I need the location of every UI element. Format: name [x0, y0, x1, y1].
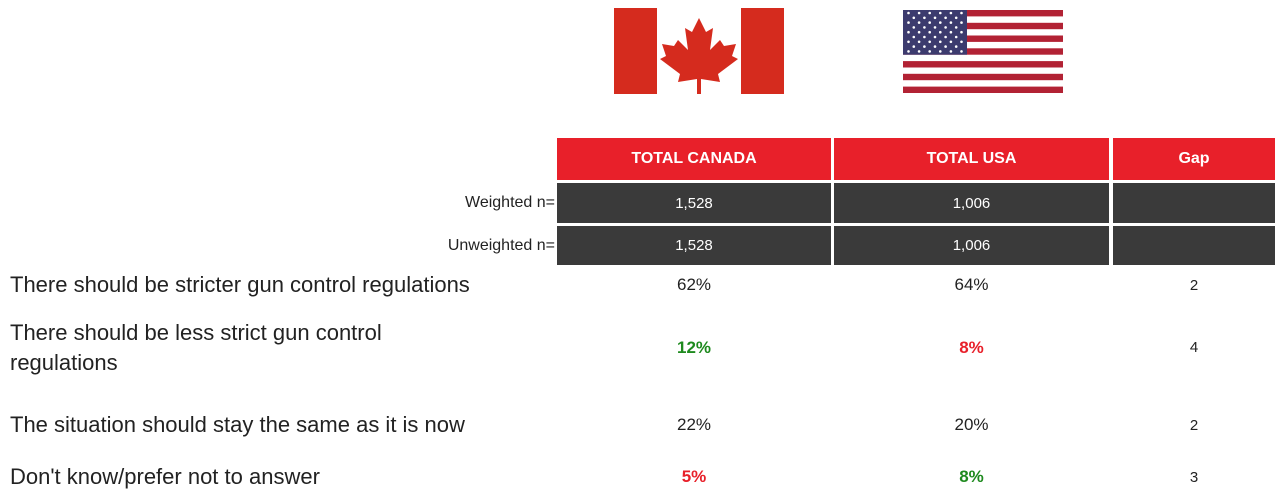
- column-header: TOTAL CANADA: [557, 138, 831, 180]
- base-value: 1,528: [557, 226, 831, 265]
- gap-value: 2: [1189, 416, 1199, 434]
- canada-flag: [614, 8, 784, 94]
- base-value: 1,528: [557, 183, 831, 223]
- base-value: [1113, 183, 1275, 223]
- gap-value: 2: [1189, 276, 1199, 294]
- cell-value: 12%: [676, 337, 712, 357]
- cell-value: 8%: [959, 337, 984, 357]
- cell-value: 20%: [954, 415, 989, 434]
- column-header: TOTAL USA: [834, 138, 1109, 180]
- gap-value: 3: [1189, 468, 1199, 486]
- base-value: [1113, 226, 1275, 265]
- base-label: Unweighted n=: [447, 236, 555, 254]
- base-label: Weighted n=: [465, 194, 555, 211]
- cell-value: 8%: [959, 467, 984, 486]
- column-header: Gap: [1113, 138, 1275, 180]
- row-label: There should be less strict gun control …: [10, 319, 382, 375]
- cell-value: 62%: [676, 275, 712, 294]
- cell-value: 5%: [681, 467, 707, 486]
- base-value: 1,006: [834, 183, 1109, 223]
- cell-value: 22%: [676, 415, 712, 434]
- row-label: Don't know/prefer not to answer: [10, 464, 320, 489]
- row-label: There should be stricter gun control reg…: [10, 272, 470, 297]
- usa-flag: [903, 10, 1063, 93]
- gap-value: 4: [1189, 339, 1199, 356]
- cell-value: 64%: [954, 275, 989, 294]
- row-label: The situation should stay the same as it…: [10, 412, 465, 437]
- base-value: 1,006: [834, 226, 1109, 265]
